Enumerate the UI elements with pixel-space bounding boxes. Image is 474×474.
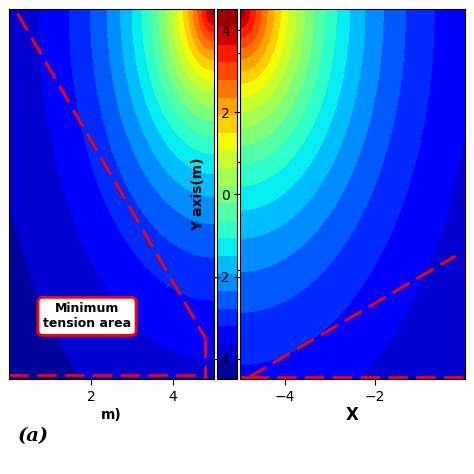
X-axis label: m): m) — [101, 408, 122, 422]
Text: Minimum
tension area: Minimum tension area — [43, 302, 131, 330]
Text: (a): (a) — [18, 427, 49, 445]
X-axis label: X: X — [346, 406, 359, 424]
Y-axis label: Y axis(m): Y axis(m) — [191, 157, 205, 231]
